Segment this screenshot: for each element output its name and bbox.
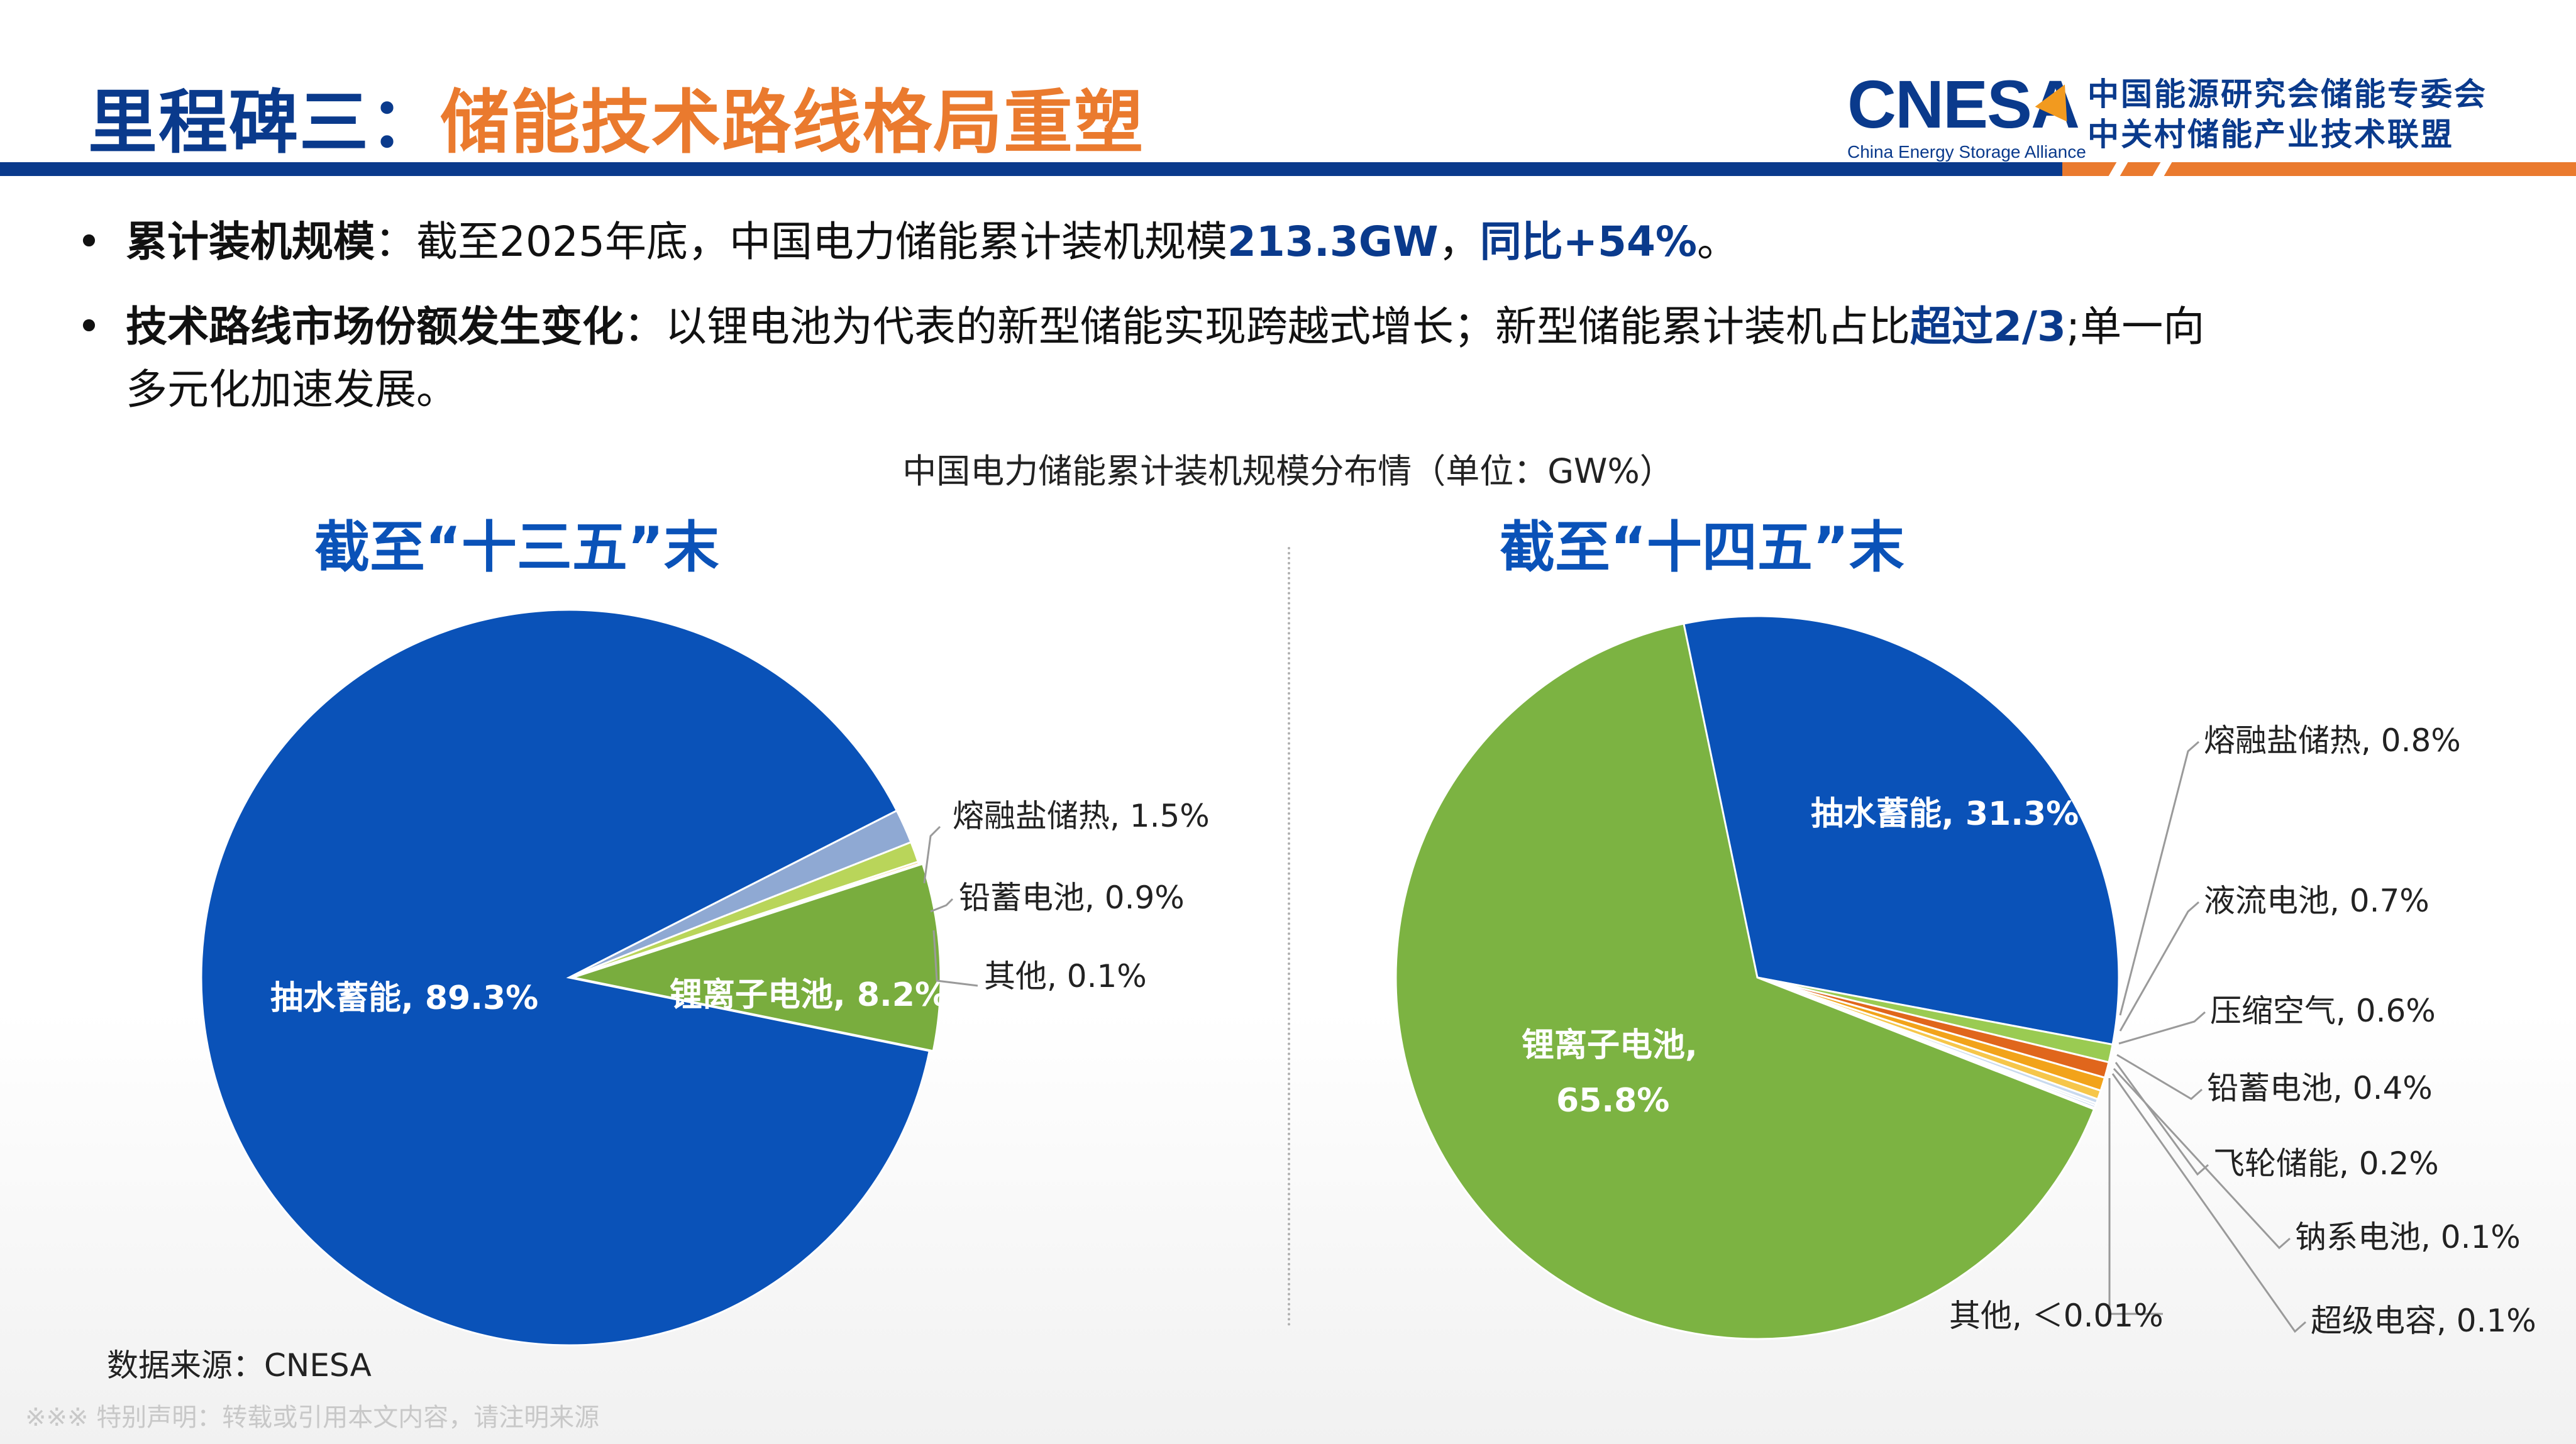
cnesa-logo: CNESA China Energy Storage Alliance [1847, 70, 2086, 162]
pie-label-other: 其他, ＜0.01% [1949, 1298, 2164, 1334]
pie-label-超级电容: 超级电容, 0.1% [2311, 1303, 2536, 1339]
leader-line [2116, 1054, 2203, 1100]
chart-main-title: 中国电力储能累计装机规模分布情（单位：GW%） [902, 451, 1674, 491]
pie-label-pumped-hydro: 抽水蓄能, 31.3% [1811, 795, 2079, 833]
leader-line [2111, 1073, 2306, 1333]
chart-subtitle-right: 截至“十四五”末 [1500, 515, 1904, 580]
chart-divider [1288, 547, 1290, 1326]
pie-label-li-ion: 锂离子电池, 8.2% [670, 976, 948, 1014]
leader-line [932, 930, 978, 987]
bullet-highlight: 同比+54% [1479, 218, 1697, 266]
title-part2: 储能技术路线格局重塑 [440, 82, 1144, 163]
chart-subtitle-left: 截至“十三五”末 [314, 515, 719, 580]
pie-label-铅蓄电池: 铅蓄电池, 0.4% [2207, 1070, 2433, 1106]
bullet-label: 累计装机规模 [126, 218, 375, 266]
leader-line [2113, 1067, 2291, 1250]
bullet-continuation: 多元化加速发展。 [126, 365, 458, 414]
data-source: 数据来源：CNESA [107, 1347, 372, 1384]
bullet-text: 。 [1697, 218, 1739, 266]
disclaimer: ※※※ 特别声明：转载或引用本文内容，请注明来源 [25, 1403, 600, 1432]
pie-label-molten-salt: 熔融盐储热, 1.5% [953, 798, 1210, 834]
bullet-highlight: 213.3GW [1227, 218, 1439, 266]
leader-line [2119, 741, 2199, 1016]
logo-cn-text: 中国能源研究会储能专委会 中关村储能产业技术联盟 [2087, 74, 2487, 155]
bullet-text: ：截至2025年底，中国电力储能累计装机规模 [375, 218, 1227, 266]
pie-label-熔融盐储热: 熔融盐储热, 0.8% [2204, 722, 2461, 759]
pie-label-lead-acid: 铅蓄电池, 0.9% [959, 879, 1185, 916]
bullet-item: • 技术路线市场份额发生变化：以锂电池为代表的新型储能实现跨越式增长；新型储能累… [77, 295, 2205, 358]
leader-line [2118, 1011, 2206, 1045]
logo-cn-line2: 中关村储能产业技术联盟 [2087, 116, 2454, 153]
pie-label-other: 其他, 0.1% [984, 958, 1147, 995]
pie-label-液流电池: 液流电池, 0.7% [2204, 883, 2430, 919]
pie-slice-其他 [568, 860, 920, 979]
bullet-text: ， [1438, 218, 1480, 266]
leader-line [930, 898, 954, 913]
logo-wordmark: CNESA [1847, 66, 2080, 142]
bullet-dot: • [77, 302, 101, 351]
logo-subtitle: China Energy Storage Alliance [1847, 142, 2086, 162]
pie-label-压缩空气: 压缩空气, 0.6% [2210, 993, 2436, 1029]
leader-line [923, 825, 941, 884]
bullet-text: ：以锂电池为代表的新型储能实现跨越式增长；新型储能累计装机占比 [624, 302, 1910, 351]
pie-label-钠系电池: 钠系电池, 0.1% [2295, 1219, 2521, 1255]
pie-label-li-ion-value: 65.8% [1556, 1082, 1669, 1120]
pie-label-li-ion-name: 锂离子电池, [1522, 1027, 1698, 1064]
bullet-item: • 累计装机规模：截至2025年底，中国电力储能累计装机规模213.3GW，同比… [77, 211, 1739, 273]
leader-line [2114, 1062, 2209, 1176]
leader-line [2119, 901, 2199, 1032]
bullet-text: ;单一向 [2065, 302, 2205, 351]
header-bar-blue [0, 162, 2075, 176]
logo-cn-line1: 中国能源研究会储能专委会 [2087, 76, 2487, 113]
pie-slice-锂离子电池 [1395, 622, 2096, 1340]
title-part1: 里程碑三： [88, 82, 440, 163]
bullet-dot: • [77, 218, 101, 266]
pie-label-pumped-hydro: 抽水蓄能, 89.3% [270, 979, 538, 1017]
page-title: 里程碑三：储能技术路线格局重塑 [88, 66, 1144, 167]
bullet-label: 技术路线市场份额发生变化 [126, 302, 624, 351]
pie-slice-抽水蓄能 [1681, 615, 2120, 1046]
header-bar-orange [2062, 162, 2576, 176]
leader-line [2108, 1078, 2163, 1315]
pie-slice-抽水蓄能 [200, 609, 931, 1347]
pie-slice-锂离子电池 [569, 863, 942, 1052]
bullet-highlight: 超过2/3 [1910, 302, 2066, 351]
pie-label-飞轮储能: 飞轮储能, 0.2% [2213, 1145, 2439, 1182]
